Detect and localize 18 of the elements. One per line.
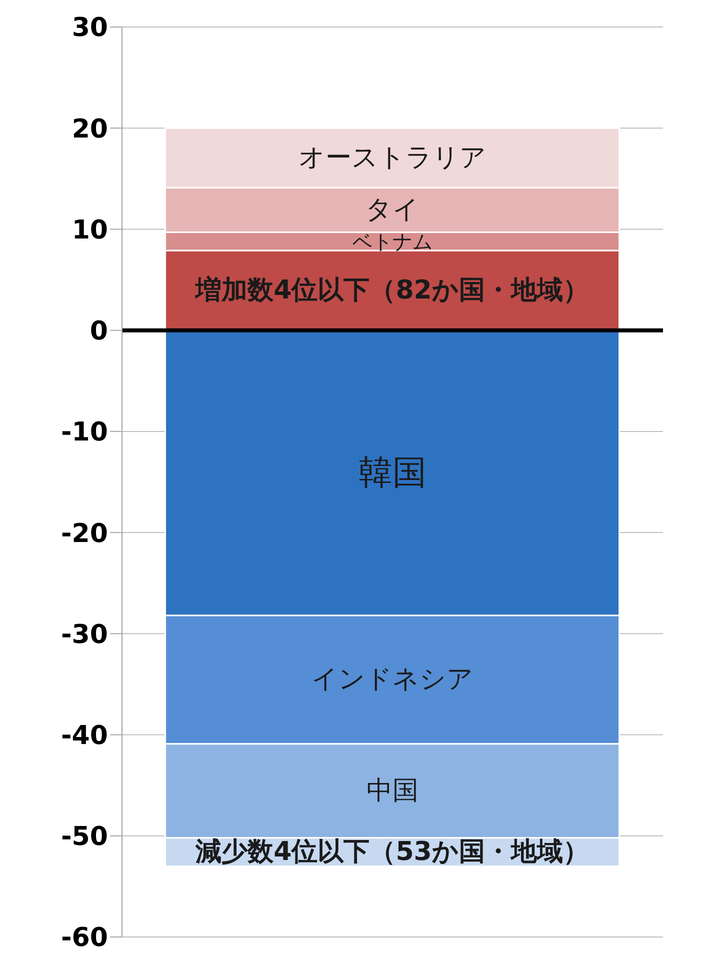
series-label: 中国 (366, 776, 418, 806)
y-tick-label: 30 (72, 13, 108, 44)
series-label: 増加数4位以下（82か国・地域） (194, 274, 589, 306)
series-label: 減少数4位以下（53か国・地域） (194, 837, 589, 868)
y-tick-label: -10 (61, 418, 108, 448)
series-label: 韓国 (358, 452, 426, 493)
y-tick-label: -50 (61, 822, 108, 852)
series-label: オーストラリア (298, 142, 486, 173)
y-tick-label: -40 (61, 721, 108, 752)
y-tick-label: 0 (90, 316, 108, 347)
series-label: インドネシア (311, 664, 474, 695)
y-tick-label: -20 (61, 518, 108, 549)
y-tick-label: 10 (72, 215, 108, 246)
series-label: タイ (365, 195, 420, 226)
y-tick-label: 20 (72, 114, 108, 144)
y-tick-label: -30 (61, 620, 108, 650)
y-tick-label: -60 (61, 923, 108, 954)
series-label: ベトナム (352, 229, 432, 254)
